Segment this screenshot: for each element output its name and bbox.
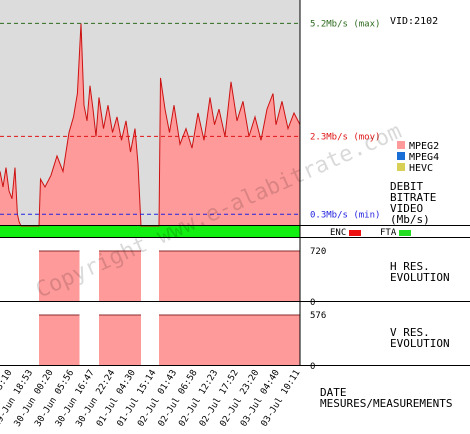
legend-swatch-1 bbox=[397, 152, 405, 160]
v-res-bar-6 bbox=[159, 315, 300, 366]
legend-label-0: MPEG2 bbox=[409, 141, 439, 152]
fta-swatch bbox=[399, 230, 411, 236]
legend-swatch-2 bbox=[397, 163, 405, 171]
bitrate-panel-label-3: VIDEO bbox=[390, 202, 423, 215]
legend-label-2: HEVC bbox=[409, 163, 433, 174]
h-res-bar-2 bbox=[39, 251, 80, 302]
h-res-tick-zero: 0 bbox=[310, 298, 315, 308]
reference-lines-group: 5.2Mb/s (max) 2.3Mb/s (moy) 0.3Mb/s (min) bbox=[0, 19, 380, 220]
bitrate-panel-label-4: (Mb/s) bbox=[390, 213, 430, 226]
bitrate-area bbox=[0, 23, 300, 227]
h-res-label-1: H RES. bbox=[390, 260, 430, 273]
v-res-tick-zero: 0 bbox=[310, 362, 315, 372]
v-res-label-2: EVOLUTION bbox=[390, 337, 450, 350]
h-res-label-2: EVOLUTION bbox=[390, 271, 450, 284]
ref-line-label-0: 5.2Mb/s (max) bbox=[310, 19, 380, 29]
legend-label-1: MPEG4 bbox=[409, 152, 439, 163]
ref-line-label-1: 2.3Mb/s (moy) bbox=[310, 132, 380, 142]
enc-label: ENC bbox=[330, 228, 346, 238]
enc-fta-strip bbox=[0, 226, 300, 237]
legend-swatch-0 bbox=[397, 141, 405, 149]
bitrate-panel-label-2: BITRATE bbox=[390, 191, 436, 204]
v-res-tick-top: 576 bbox=[310, 311, 326, 321]
vid-label: VID:2102 bbox=[390, 16, 438, 27]
v-res-bar-4 bbox=[99, 315, 141, 366]
x-axis-label-2: MESURES/MEASUREMENTS bbox=[320, 397, 452, 410]
fta-label: FTA bbox=[380, 228, 397, 238]
v-res-label-1: V RES. bbox=[390, 326, 430, 339]
h-res-bar-4 bbox=[99, 251, 141, 302]
enc-swatch bbox=[349, 230, 361, 236]
resolution-bars-group bbox=[39, 250, 300, 366]
x-axis-label-1: DATE bbox=[320, 386, 347, 399]
h-res-tick-top: 720 bbox=[310, 247, 326, 257]
bitrate-panel-label-1: DEBIT bbox=[390, 180, 423, 193]
ref-line-label-2: 0.3Mb/s (min) bbox=[310, 210, 380, 220]
v-res-bar-2 bbox=[39, 315, 80, 366]
h-res-bar-6 bbox=[159, 251, 300, 302]
